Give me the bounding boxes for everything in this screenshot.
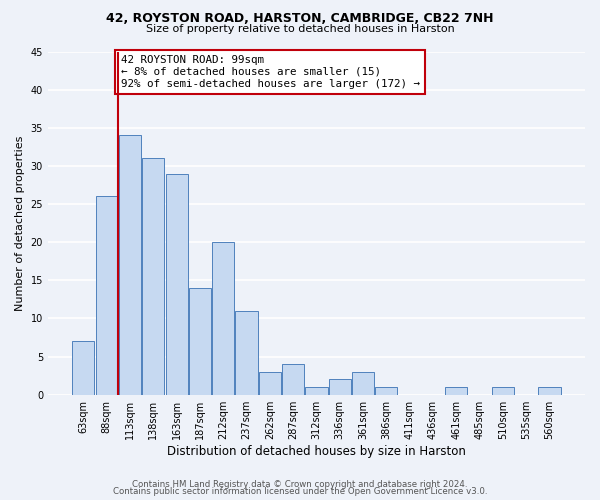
Bar (189, 288, 211, 395)
Bar (73, 342, 94, 394)
Bar (259, 372, 281, 394)
X-axis label: Distribution of detached houses by size in Harston: Distribution of detached houses by size … (167, 444, 466, 458)
Bar (282, 364, 304, 394)
Bar (235, 311, 257, 394)
Bar (538, 387, 560, 394)
Bar (166, 174, 188, 394)
Bar (445, 387, 467, 394)
Text: Size of property relative to detached houses in Harston: Size of property relative to detached ho… (146, 24, 454, 34)
Bar (492, 387, 514, 394)
Bar (95, 196, 118, 394)
Y-axis label: Number of detached properties: Number of detached properties (15, 136, 25, 311)
Bar (376, 387, 397, 394)
Text: Contains HM Land Registry data © Crown copyright and database right 2024.: Contains HM Land Registry data © Crown c… (132, 480, 468, 489)
Bar (329, 380, 351, 394)
Bar (352, 372, 374, 394)
Bar (305, 387, 328, 394)
Bar (212, 242, 235, 394)
Bar (142, 158, 164, 394)
Text: Contains public sector information licensed under the Open Government Licence v3: Contains public sector information licen… (113, 487, 487, 496)
Text: 42 ROYSTON ROAD: 99sqm
← 8% of detached houses are smaller (15)
92% of semi-deta: 42 ROYSTON ROAD: 99sqm ← 8% of detached … (121, 56, 419, 88)
Text: 42, ROYSTON ROAD, HARSTON, CAMBRIDGE, CB22 7NH: 42, ROYSTON ROAD, HARSTON, CAMBRIDGE, CB… (106, 12, 494, 26)
Bar (119, 136, 141, 394)
